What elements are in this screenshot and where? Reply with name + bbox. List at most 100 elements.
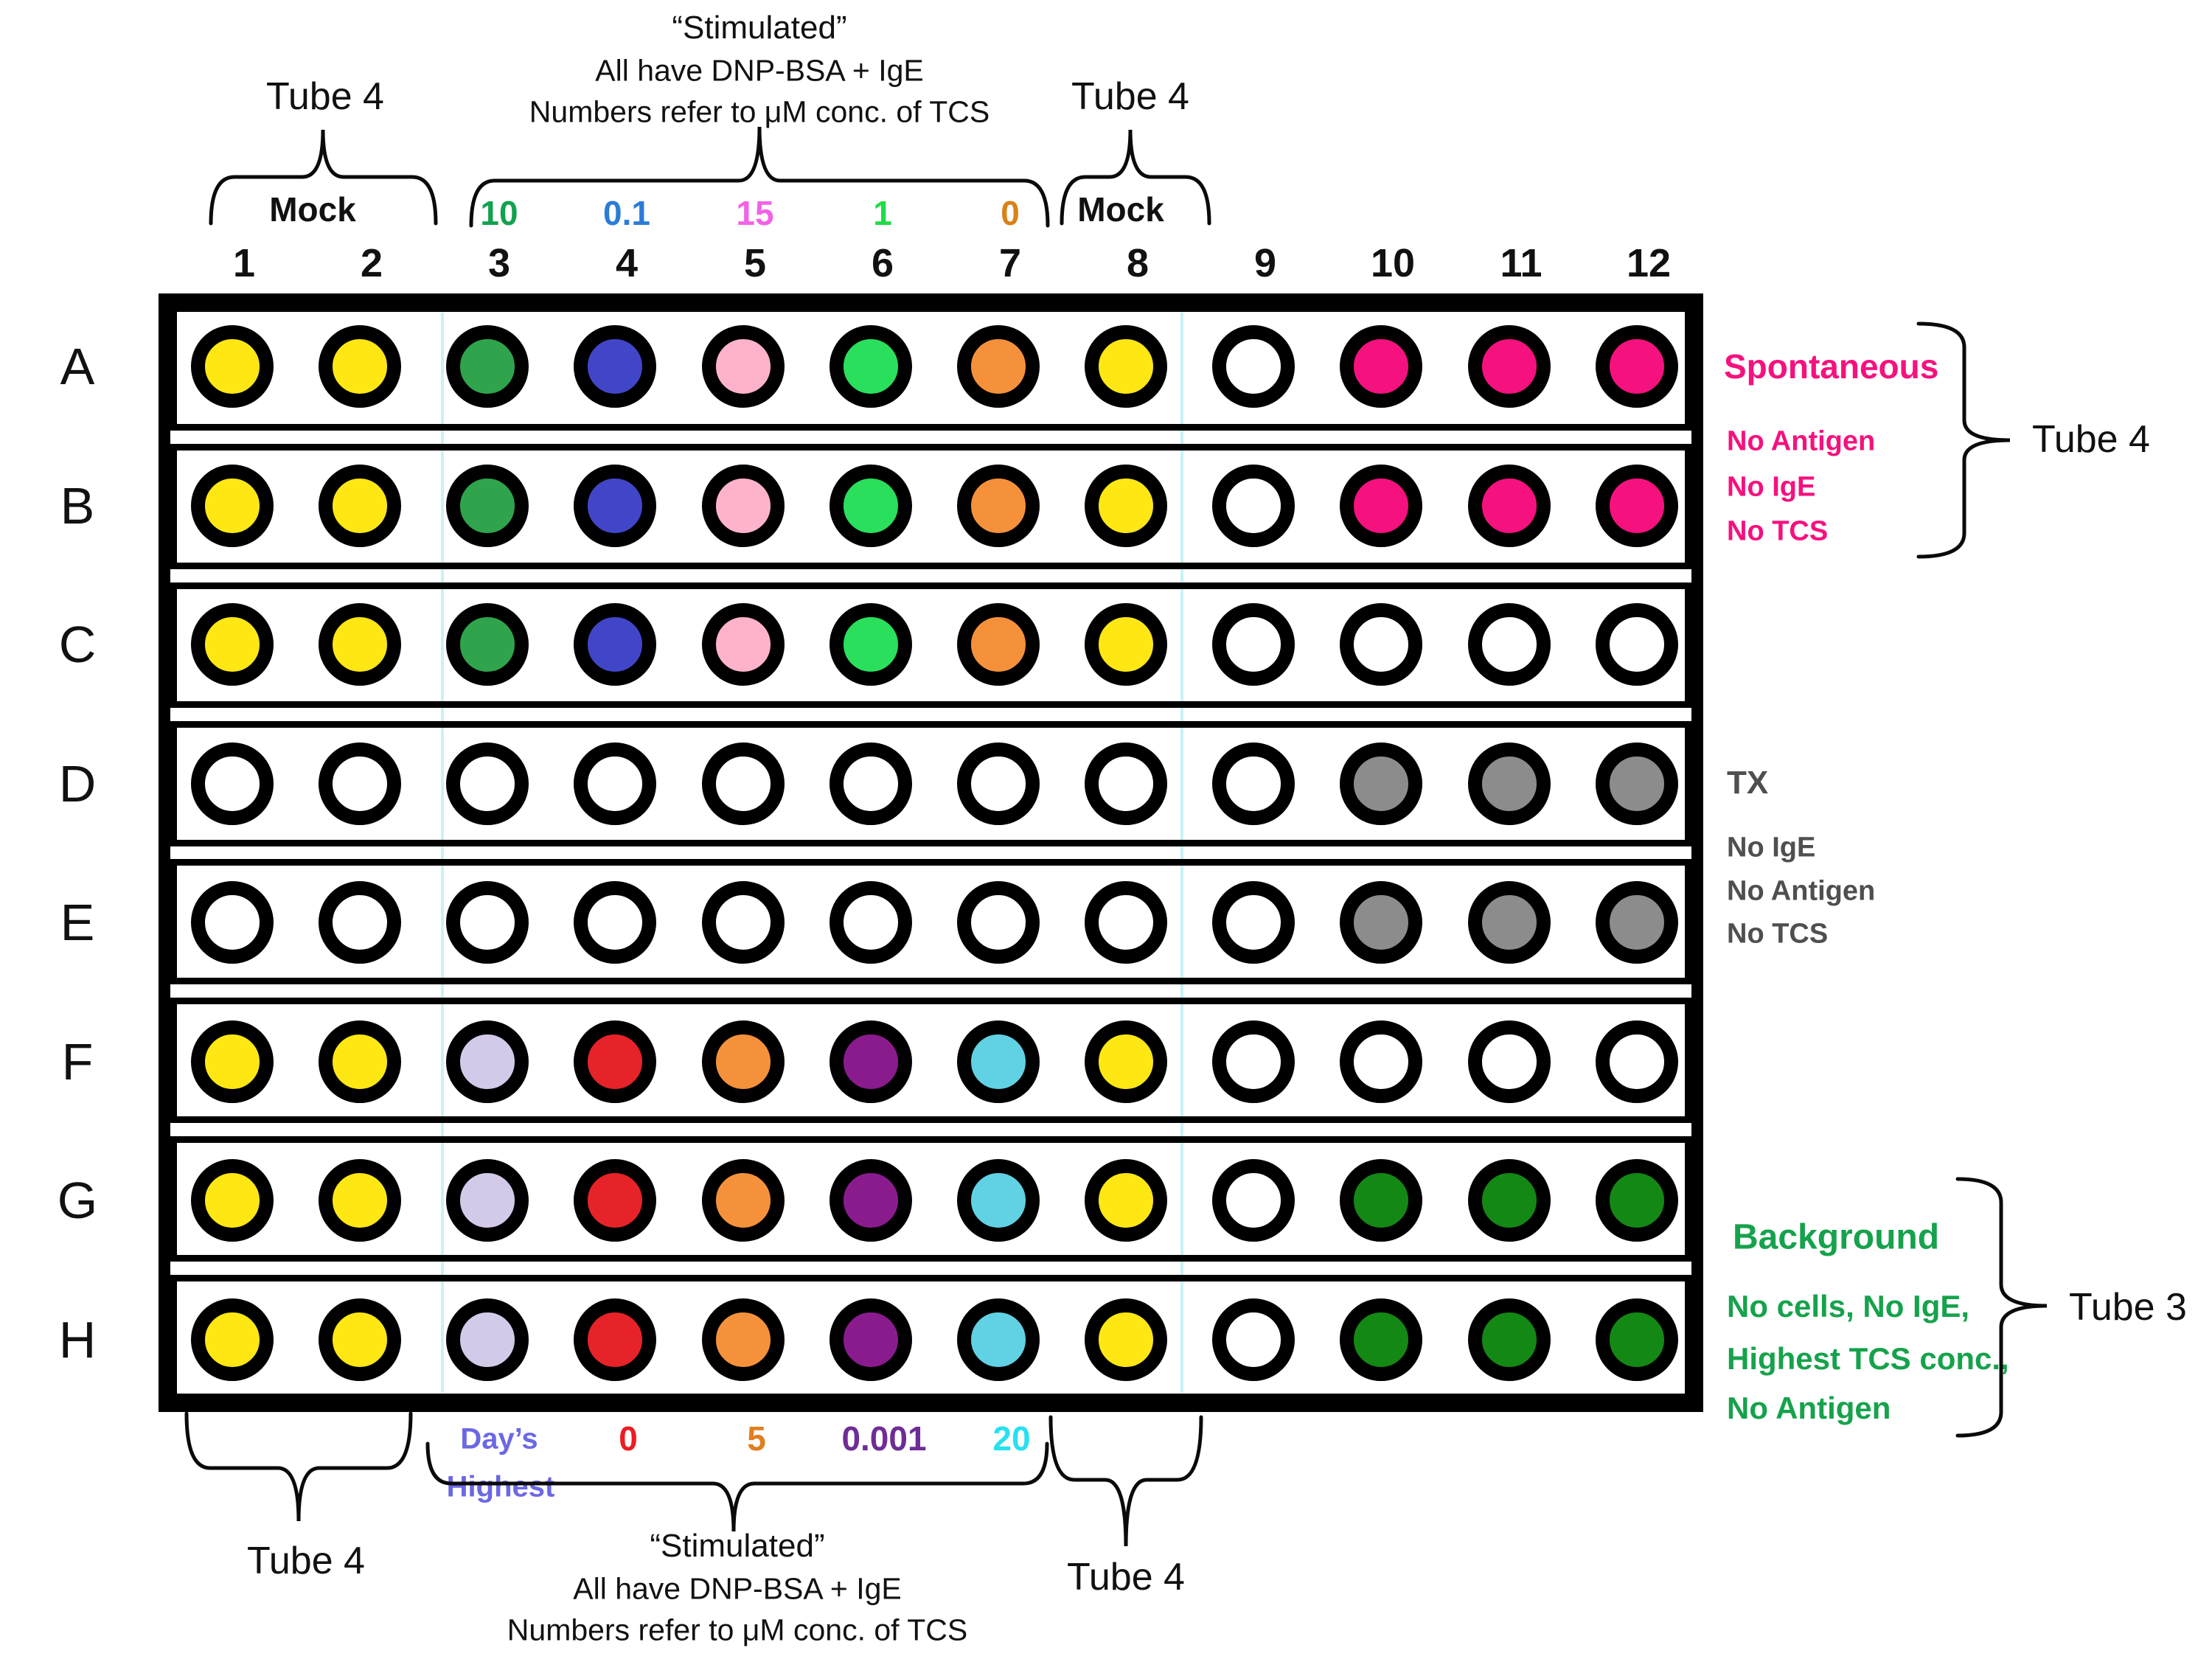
well-D11 xyxy=(1468,742,1551,825)
top-conc-label-10: 10 xyxy=(480,194,518,232)
well-B6 xyxy=(830,465,912,547)
spontaneous-line-1: No Antigen xyxy=(1727,425,1876,457)
background-title: Background xyxy=(1733,1217,1940,1257)
well-G2 xyxy=(319,1159,401,1242)
spontaneous-line-2: No IgE xyxy=(1727,471,1816,503)
top-conc-label-1: 1 xyxy=(873,194,892,232)
bottom-conc-label-20: 20 xyxy=(992,1419,1031,1458)
well-B12 xyxy=(1596,465,1678,547)
well-E5 xyxy=(702,881,785,964)
bottom-conc-label-0.001: 0.001 xyxy=(841,1419,927,1458)
96-well-plate xyxy=(159,293,1703,1412)
background-line-1: No cells, No IgE, xyxy=(1727,1289,1970,1324)
well-F6 xyxy=(830,1020,912,1103)
well-B7 xyxy=(957,465,1040,547)
well-E8 xyxy=(1085,881,1167,964)
spontaneous-line-3: No TCS xyxy=(1727,515,1829,547)
column-number-12: 12 xyxy=(1626,241,1672,285)
well-H4 xyxy=(574,1298,656,1381)
well-C6 xyxy=(830,603,912,686)
well-B10 xyxy=(1340,465,1422,547)
well-A12 xyxy=(1596,325,1678,408)
well-E1 xyxy=(191,881,274,964)
well-D6 xyxy=(830,742,912,825)
well-G9 xyxy=(1212,1159,1295,1242)
well-H1 xyxy=(191,1298,274,1381)
well-A5 xyxy=(702,325,785,408)
tube3-label: Tube 3 xyxy=(2069,1286,2187,1329)
well-B4 xyxy=(574,465,656,547)
row-label-F: F xyxy=(61,1033,94,1091)
column-number-9: 9 xyxy=(1253,241,1277,285)
well-D8 xyxy=(1085,742,1167,825)
well-F11 xyxy=(1468,1020,1551,1103)
well-G1 xyxy=(191,1159,274,1242)
well-D10 xyxy=(1340,742,1422,825)
row-label-E: E xyxy=(60,894,95,951)
days-highest-line-2: Highest xyxy=(446,1470,555,1503)
well-F7 xyxy=(957,1020,1040,1103)
well-E6 xyxy=(830,881,912,964)
well-F1 xyxy=(191,1020,274,1103)
brace-bottom-tube4-right xyxy=(1048,1415,1203,1547)
row-label-C: C xyxy=(58,616,97,673)
tx-line-3: No TCS xyxy=(1727,918,1829,950)
well-A8 xyxy=(1085,325,1167,408)
column-number-11: 11 xyxy=(1500,241,1543,285)
column-number-10: 10 xyxy=(1370,241,1416,285)
tube4-bottom-right-label: Tube 4 xyxy=(1067,1556,1185,1599)
tx-line-2: No Antigen xyxy=(1727,875,1876,907)
well-E4 xyxy=(574,881,656,964)
well-E11 xyxy=(1468,881,1551,964)
plate-row-B xyxy=(170,444,1691,569)
row-label-D: D xyxy=(58,755,97,813)
well-C8 xyxy=(1085,603,1167,686)
tube4-top-right-label: Tube 4 xyxy=(1071,75,1189,118)
mock-right-label: Mock xyxy=(1077,190,1164,229)
brace-bottom-tube4-left xyxy=(184,1411,413,1522)
well-F5 xyxy=(702,1020,785,1103)
well-D9 xyxy=(1212,742,1295,825)
plate-row-A xyxy=(170,305,1691,431)
background-line-3: No Antigen xyxy=(1727,1391,1891,1425)
well-E7 xyxy=(957,881,1040,964)
tube4-bottom-left-label: Tube 4 xyxy=(247,1540,365,1582)
well-B9 xyxy=(1212,465,1295,547)
well-E12 xyxy=(1596,881,1678,964)
well-G7 xyxy=(957,1159,1040,1242)
column-number-2: 2 xyxy=(360,241,383,285)
plate-row-C xyxy=(170,582,1691,708)
well-H11 xyxy=(1468,1298,1551,1381)
column-number-3: 3 xyxy=(487,241,511,285)
well-F2 xyxy=(319,1020,401,1103)
stimulated-bottom-line2: All have DNP-BSA + IgE xyxy=(573,1571,902,1606)
well-A9 xyxy=(1212,325,1295,408)
spontaneous-title: Spontaneous xyxy=(1724,347,1939,386)
plate-row-H xyxy=(170,1275,1691,1400)
well-E3 xyxy=(446,881,529,964)
well-H10 xyxy=(1340,1298,1422,1381)
plate-row-D xyxy=(170,721,1691,846)
plate-guide-line-1 xyxy=(441,313,444,1393)
well-A11 xyxy=(1468,325,1551,408)
background-line-2: Highest TCS conc., xyxy=(1727,1341,2009,1376)
well-H8 xyxy=(1085,1298,1167,1381)
well-C5 xyxy=(702,603,785,686)
well-B2 xyxy=(319,465,401,547)
well-H5 xyxy=(702,1298,785,1381)
stimulated-top-line3: Numbers refer to μM conc. of TCS xyxy=(529,94,990,129)
well-H2 xyxy=(319,1298,401,1381)
tube4-top-left-label: Tube 4 xyxy=(266,75,384,118)
well-D5 xyxy=(702,742,785,825)
well-C7 xyxy=(957,603,1040,686)
column-number-5: 5 xyxy=(743,241,767,285)
well-D12 xyxy=(1596,742,1678,825)
well-D4 xyxy=(574,742,656,825)
top-conc-label-0: 0 xyxy=(1001,194,1020,232)
well-G3 xyxy=(446,1159,529,1242)
well-B11 xyxy=(1468,465,1551,547)
well-H9 xyxy=(1212,1298,1295,1381)
well-G12 xyxy=(1596,1159,1678,1242)
well-A4 xyxy=(574,325,656,408)
row-label-B: B xyxy=(60,477,95,535)
